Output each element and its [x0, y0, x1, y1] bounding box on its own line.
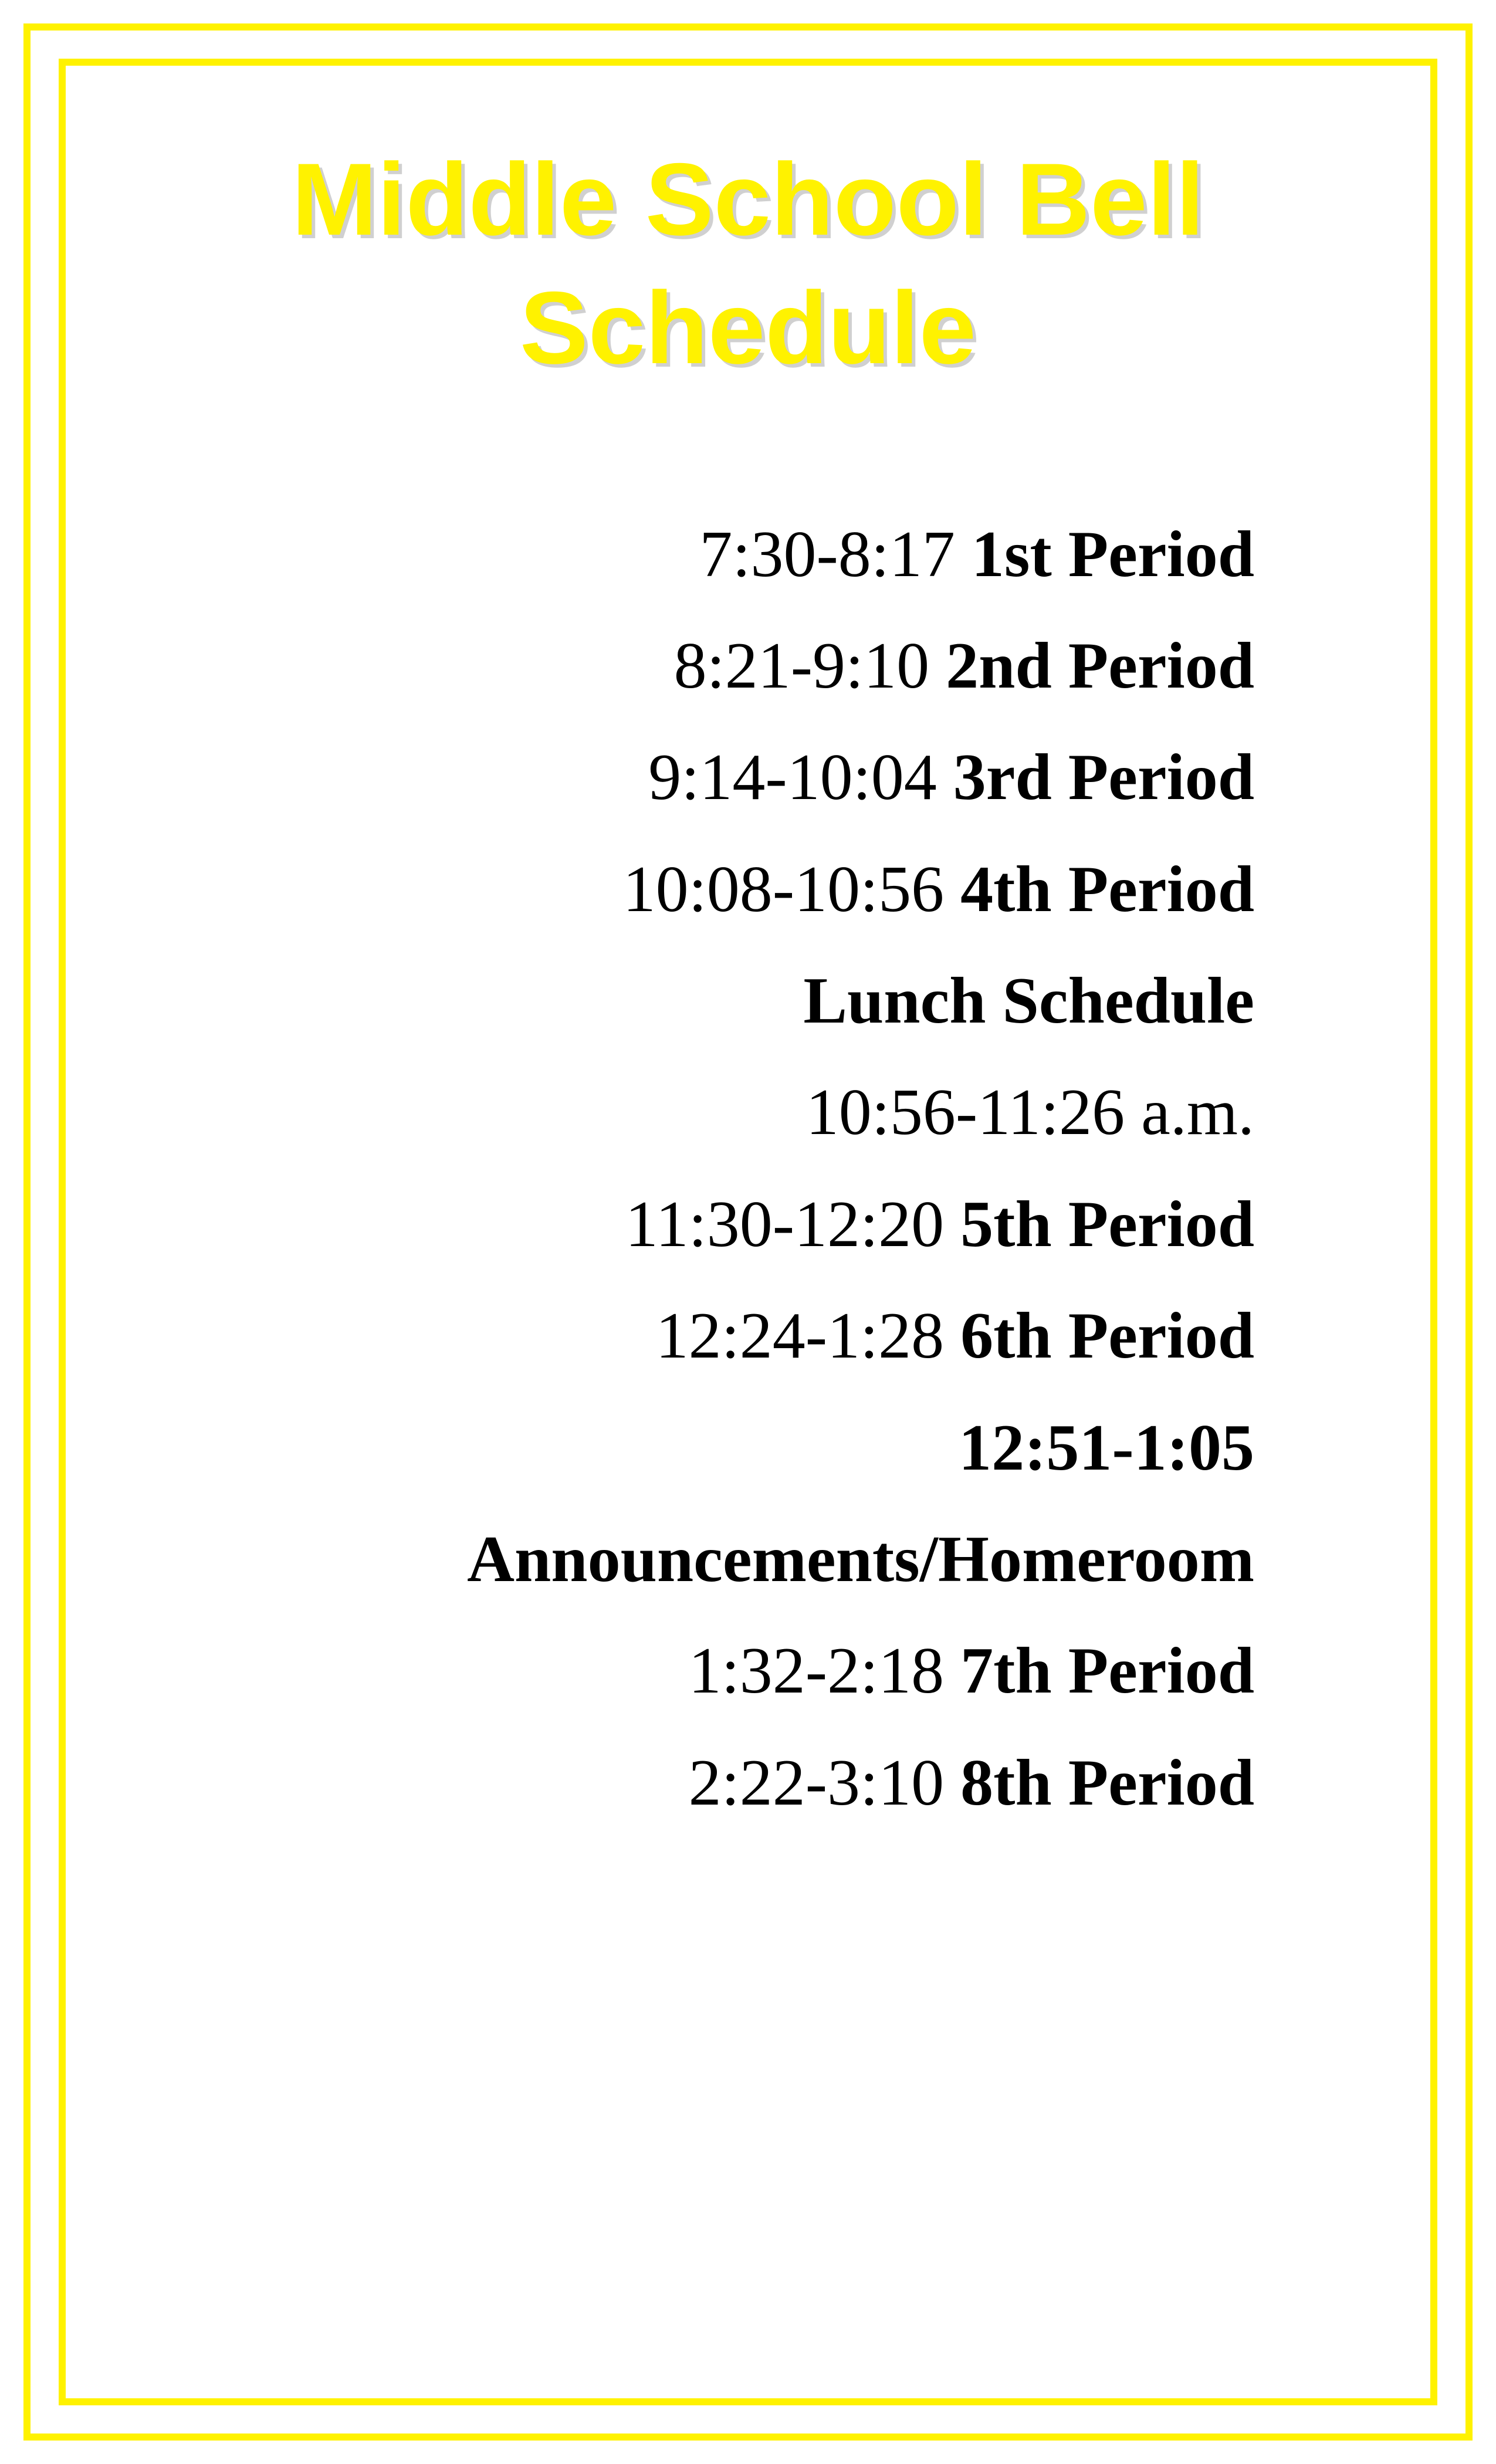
gap	[944, 1747, 960, 1819]
period-time: 7:30-8:17	[699, 518, 955, 591]
gap	[944, 1634, 960, 1707]
period-row: 9:14-10:04 3rd Period	[124, 722, 1254, 833]
period-row: 1:32-2:18 7th Period	[124, 1615, 1254, 1727]
announcements-label: Announcements/Homeroom	[467, 1523, 1254, 1596]
period-row: 8:21-9:10 2nd Period	[124, 610, 1254, 722]
gap	[944, 1299, 960, 1372]
gap	[929, 629, 946, 702]
announcements-label-row: Announcements/Homeroom	[124, 1504, 1254, 1615]
period-time: 9:14-10:04	[648, 741, 937, 814]
lunch-time: 10:56-11:26 a.m.	[806, 1076, 1254, 1149]
gap	[944, 1188, 960, 1261]
announcements-time-row: 12:51-1:05	[124, 1392, 1254, 1504]
period-time: 8:21-9:10	[674, 629, 930, 702]
period-label: 6th Period	[960, 1299, 1254, 1372]
schedule-block: 7:30-8:17 1st Period 8:21-9:10 2nd Perio…	[124, 499, 1372, 1839]
period-time: 11:30-12:20	[625, 1188, 944, 1261]
gap	[955, 518, 972, 591]
gap	[944, 853, 960, 926]
period-time: 1:32-2:18	[689, 1634, 945, 1707]
period-row: 12:24-1:28 6th Period	[124, 1280, 1254, 1392]
gap	[937, 741, 953, 814]
period-label: 1st Period	[972, 518, 1254, 591]
page-title: Middle School Bell Schedule	[124, 136, 1372, 393]
period-label: 3rd Period	[953, 741, 1254, 814]
lunch-header-row: Lunch Schedule	[124, 945, 1254, 1057]
announcements-time: 12:51-1:05	[959, 1412, 1254, 1484]
period-time: 2:22-3:10	[689, 1747, 945, 1819]
period-label: 8th Period	[960, 1747, 1254, 1819]
period-time: 12:24-1:28	[656, 1299, 945, 1372]
period-label: 5th Period	[960, 1188, 1254, 1261]
period-row: 10:08-10:56 4th Period	[124, 834, 1254, 945]
inner-border: Middle School Bell Schedule 7:30-8:17 1s…	[59, 59, 1437, 2405]
period-label: 7th Period	[960, 1634, 1254, 1707]
period-row: 2:22-3:10 8th Period	[124, 1727, 1254, 1839]
period-row: 11:30-12:20 5th Period	[124, 1169, 1254, 1280]
period-time: 10:08-10:56	[623, 853, 945, 926]
lunch-time-row: 10:56-11:26 a.m.	[124, 1057, 1254, 1168]
period-label: 4th Period	[960, 853, 1254, 926]
lunch-header: Lunch Schedule	[803, 964, 1254, 1037]
period-row: 7:30-8:17 1st Period	[124, 499, 1254, 610]
period-label: 2nd Period	[946, 629, 1254, 702]
